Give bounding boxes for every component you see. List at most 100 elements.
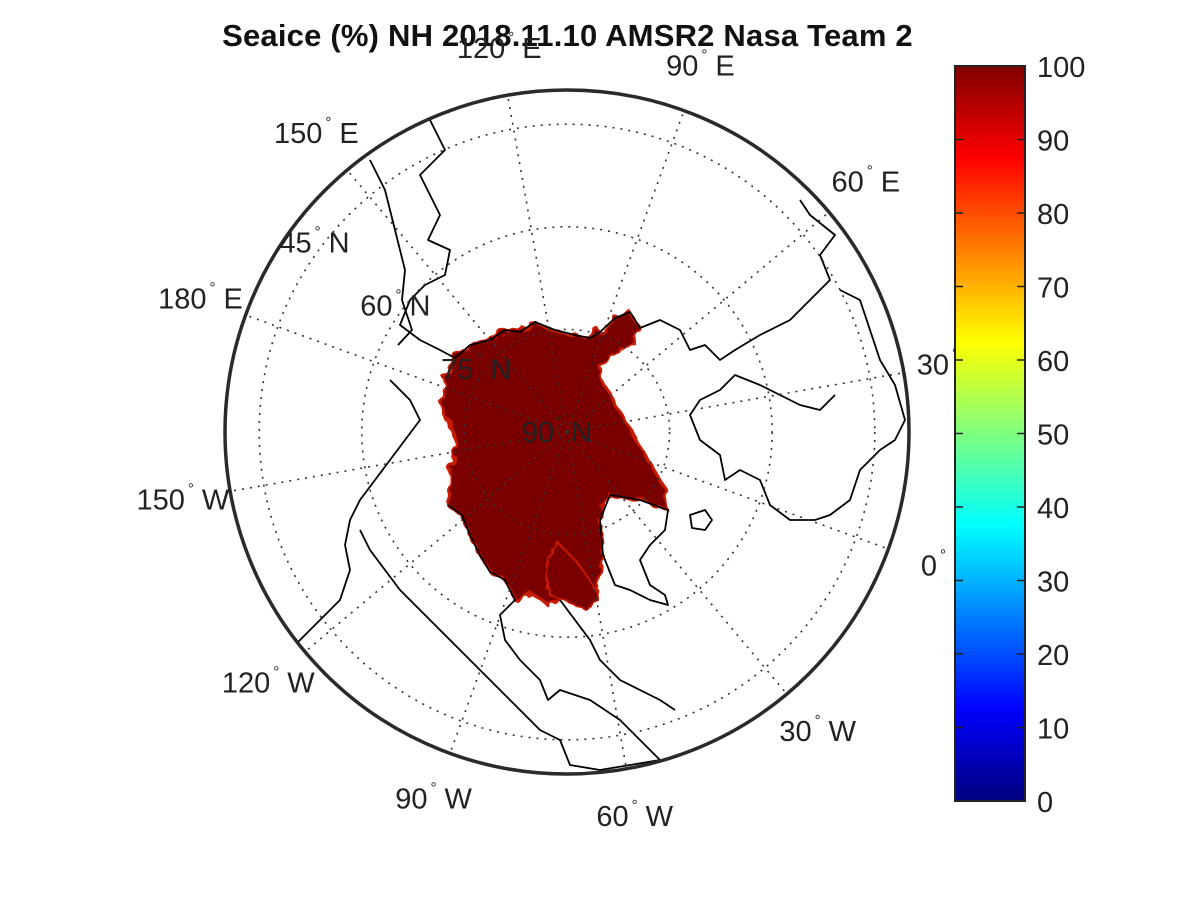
latitude-label-hemisphere: N bbox=[571, 417, 592, 449]
degree-symbol: ° bbox=[431, 779, 437, 796]
longitude-labels: 120°E90°E150°E60°E180°E30°E150°W0°120°W3… bbox=[137, 29, 986, 833]
meridian-180 bbox=[245, 314, 568, 433]
longitude-label-hemisphere: E bbox=[522, 33, 541, 65]
meridian-60 bbox=[566, 211, 830, 433]
longitude-label: 60 ° E bbox=[831, 162, 900, 198]
meridian-270 bbox=[449, 431, 568, 754]
colorbar-tick-label: 70 bbox=[1037, 273, 1069, 305]
longitude-label-value: 120 bbox=[222, 668, 270, 700]
longitude-label-hemisphere: W bbox=[445, 783, 473, 815]
latitude-label: 90 ° N bbox=[522, 413, 592, 449]
latitude-label: 60 ° N bbox=[360, 287, 430, 323]
longitude-label-value: 120 bbox=[457, 33, 505, 65]
longitude-label-value: 90 bbox=[666, 51, 698, 83]
longitude-label-hemisphere: E bbox=[715, 51, 734, 83]
latitude-label: 45 ° N bbox=[279, 223, 349, 259]
colorbar-tick-label: 20 bbox=[1037, 640, 1069, 672]
latitude-label-hemisphere: N bbox=[409, 291, 430, 323]
degree-symbol: ° bbox=[632, 797, 638, 814]
coastlines bbox=[279, 119, 906, 771]
longitude-label-value: 0 bbox=[921, 550, 937, 582]
longitude-label: 120 ° W bbox=[222, 664, 315, 700]
longitude-label-value: 150 bbox=[274, 118, 322, 150]
longitude-label-hemisphere: W bbox=[202, 485, 230, 517]
graticule bbox=[230, 95, 904, 769]
coastline-labrador bbox=[559, 599, 676, 711]
degree-symbol: ° bbox=[815, 712, 821, 729]
longitude-label-value: 30 bbox=[917, 349, 949, 381]
longitude-label: 30 ° W bbox=[779, 712, 856, 748]
latitude-label: 75 ° N bbox=[441, 350, 511, 386]
longitude-label-hemisphere: E bbox=[881, 166, 900, 198]
longitude-label-value: 90 bbox=[395, 783, 427, 815]
coastline-kamchatka bbox=[369, 159, 413, 346]
colorbar-tick-label: 60 bbox=[1037, 346, 1069, 378]
longitude-label-hemisphere: W bbox=[287, 668, 315, 700]
colorbar-tick-label: 50 bbox=[1037, 420, 1069, 452]
latitude-label-hemisphere: N bbox=[490, 354, 511, 386]
coastline-alaska bbox=[279, 379, 421, 661]
coastline-canada-north bbox=[359, 504, 661, 771]
longitude-label-value: 150 bbox=[137, 485, 185, 517]
latitude-label-value: 60 bbox=[360, 291, 392, 323]
meridian-30 bbox=[566, 371, 904, 433]
longitude-label-value: 180 bbox=[158, 284, 206, 316]
degree-symbol: ° bbox=[273, 664, 279, 681]
parallel-60 bbox=[360, 226, 773, 638]
degree-symbol: ° bbox=[508, 29, 514, 46]
longitude-label: 90 ° W bbox=[395, 779, 472, 815]
coastline-greenland bbox=[599, 494, 669, 606]
meridian-240 bbox=[304, 431, 568, 653]
degree-symbol: ° bbox=[188, 481, 194, 498]
parallel-75 bbox=[463, 328, 671, 536]
degree-symbol: ° bbox=[557, 413, 563, 430]
degree-symbol: ° bbox=[210, 280, 216, 297]
coastline-iceland bbox=[689, 509, 713, 531]
degree-symbol: ° bbox=[395, 287, 401, 304]
degree-symbol: ° bbox=[315, 223, 321, 240]
meridian-90 bbox=[566, 110, 685, 433]
meridian-300 bbox=[566, 431, 628, 769]
sea-ice-hudson-channels bbox=[543, 538, 600, 612]
longitude-label: 0 ° bbox=[921, 546, 946, 582]
longitude-label-value: 30 bbox=[779, 716, 811, 748]
colorbar-tick-label: 0 bbox=[1037, 787, 1053, 819]
degree-symbol: ° bbox=[701, 47, 707, 64]
latitude-label-hemisphere: N bbox=[329, 227, 350, 259]
colorbar-tick-label: 100 bbox=[1037, 52, 1085, 84]
colorbar-tick-label: 80 bbox=[1037, 199, 1069, 231]
colorbar-tick-label: 10 bbox=[1037, 714, 1069, 746]
longitude-label-hemisphere: E bbox=[224, 284, 243, 316]
longitude-label-hemisphere: W bbox=[646, 801, 674, 833]
longitude-label-value: 60 bbox=[831, 166, 863, 198]
longitude-label-hemisphere: E bbox=[339, 118, 358, 150]
map-title: Seaice (%) NH 2018.11.10 AMSR2 Nasa Team… bbox=[222, 18, 913, 53]
map-frame bbox=[223, 88, 911, 776]
longitude-label: 150 ° W bbox=[137, 481, 230, 517]
longitude-label-value: 60 bbox=[596, 801, 628, 833]
degree-symbol: ° bbox=[940, 546, 946, 563]
longitude-label: 180 ° E bbox=[158, 280, 243, 316]
degree-symbol: ° bbox=[325, 114, 331, 131]
longitude-label: 120 ° E bbox=[457, 29, 542, 65]
sea-ice-field bbox=[438, 310, 670, 612]
colorbar-tick-label: 90 bbox=[1037, 126, 1069, 158]
longitude-label: 150 ° E bbox=[274, 114, 359, 150]
meridian-120 bbox=[506, 95, 568, 433]
latitude-label-value: 90 bbox=[522, 417, 554, 449]
meridian-210 bbox=[230, 431, 568, 493]
degree-symbol: ° bbox=[867, 162, 873, 179]
longitude-label: 60 ° W bbox=[596, 797, 673, 833]
colorbar-tick-label: 30 bbox=[1037, 567, 1069, 599]
meridian-0 bbox=[566, 431, 889, 550]
coastline-scandinavia bbox=[689, 289, 906, 521]
longitude-label-hemisphere: W bbox=[829, 716, 857, 748]
parallel-45 bbox=[258, 123, 876, 741]
longitude-label: 90 ° E bbox=[666, 47, 735, 83]
colorbar: 0 10 20 30 40 50 60 70 80 90 100 bbox=[954, 52, 1085, 819]
latitude-label-value: 45 bbox=[279, 227, 311, 259]
colorbar-ticks: 0 10 20 30 40 50 60 70 80 90 100 bbox=[955, 52, 1085, 819]
latitude-labels: 45 ° N60 ° N75 ° N90 ° N bbox=[279, 223, 592, 449]
meridian-150 bbox=[346, 169, 568, 433]
